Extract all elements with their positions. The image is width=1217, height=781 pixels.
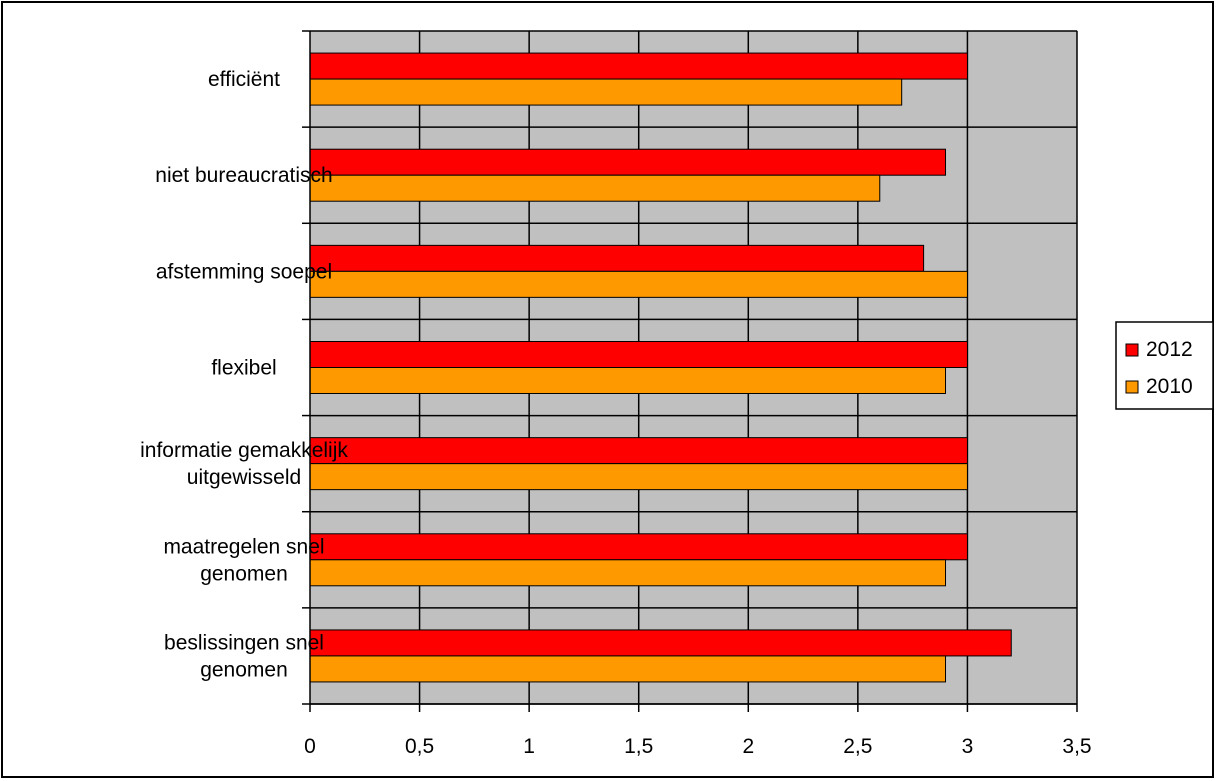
- x-tick-labels: 0 0,5 1 1,5 2 2,5 3 3,5: [304, 735, 1091, 758]
- category-label: beslissingen snel: [164, 631, 324, 654]
- bar-2012: [309, 52, 968, 80]
- legend-label-2012: 2012: [1146, 338, 1193, 361]
- legend-box: [1115, 321, 1214, 410]
- bars: [309, 52, 1012, 683]
- legend-label-2010: 2010: [1146, 375, 1193, 398]
- x-tick-label: 0: [304, 735, 316, 758]
- category-label: flexibel: [211, 357, 276, 380]
- category-label: afstemming soepel: [156, 260, 332, 283]
- axes: [302, 30, 1078, 712]
- x-tick-label: 1: [523, 735, 535, 758]
- category-label: genomen: [200, 658, 288, 681]
- bar-2010: [309, 270, 968, 298]
- x-tick-label: 2: [742, 735, 754, 758]
- x-tick-label: 1,5: [624, 735, 653, 758]
- bar-2012: [309, 244, 925, 272]
- bar-2010: [309, 78, 903, 106]
- bar-2012: [309, 341, 968, 368]
- bar-2010: [309, 367, 947, 394]
- x-tick-label: 0,5: [405, 735, 434, 758]
- x-tick-label: 2,5: [843, 735, 872, 758]
- x-tick-label: 3: [962, 735, 974, 758]
- legend-swatch-2010: [1125, 380, 1139, 394]
- bar-2010: [309, 655, 947, 683]
- bar-2012: [309, 148, 947, 176]
- bar-2012: [309, 437, 968, 465]
- category-label: maatregelen snel: [163, 535, 324, 558]
- category-label: informatie gemakkelijk: [140, 439, 348, 462]
- x-tick-label: 3,5: [1062, 735, 1091, 758]
- bar-2010: [309, 559, 947, 587]
- legend-swatch-2012: [1125, 343, 1139, 357]
- category-label: uitgewisseld: [187, 466, 301, 489]
- bar-2010: [309, 463, 968, 491]
- bar-2012: [309, 629, 1012, 657]
- category-label: genomen: [200, 562, 288, 585]
- category-label: niet bureaucratisch: [155, 164, 332, 187]
- bar-2012: [309, 533, 968, 561]
- bar-2010: [309, 174, 881, 202]
- category-labels: efficiënt niet bureaucratisch afstemming s…: [140, 68, 348, 681]
- legend: 2012 2010: [1115, 321, 1214, 410]
- category-label: efficiënt: [208, 68, 280, 91]
